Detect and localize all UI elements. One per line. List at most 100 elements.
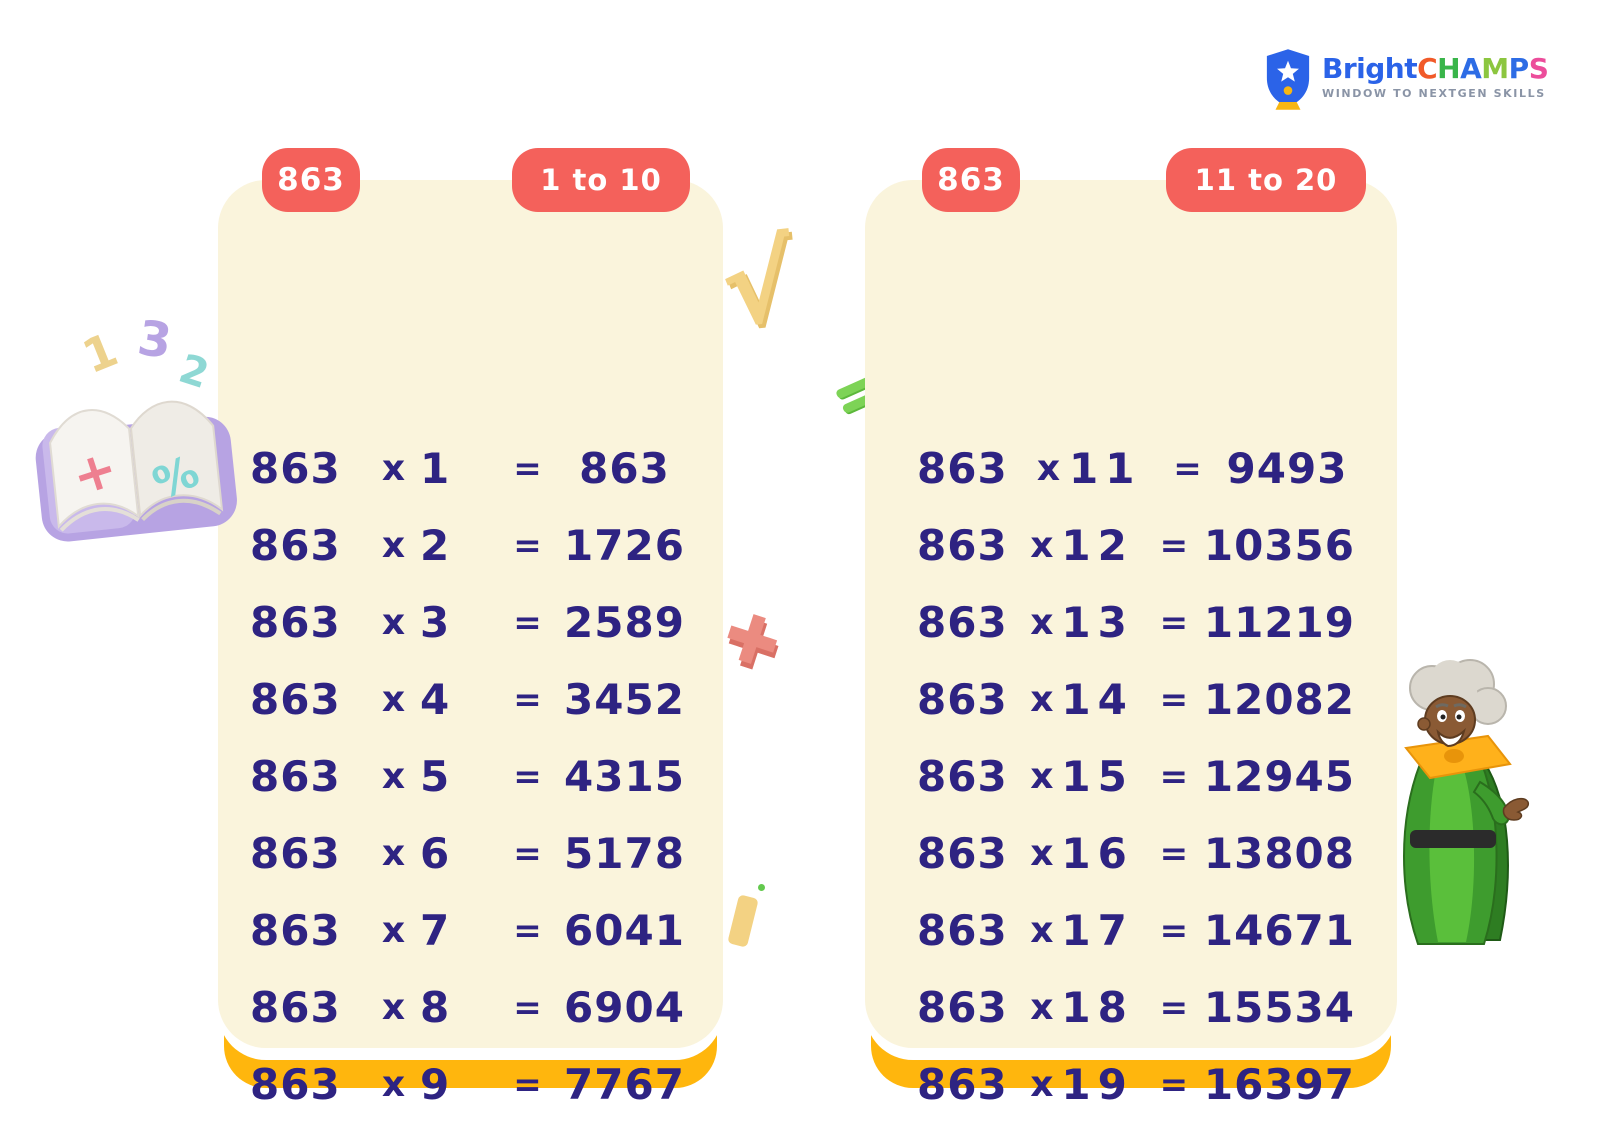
equals-sign: = bbox=[513, 448, 543, 489]
multiplicand: 863 bbox=[250, 829, 341, 878]
product: 14671 bbox=[1203, 906, 1355, 955]
product: 7767 bbox=[564, 1060, 685, 1109]
multiplicand: 863 bbox=[917, 983, 1008, 1032]
square-root-icon: √ bbox=[715, 219, 801, 352]
product: 12945 bbox=[1203, 752, 1355, 801]
multiplication-row: 863 x 12 = 10356 bbox=[917, 507, 1355, 584]
multiplier: 5 bbox=[420, 752, 457, 801]
floating-number-1-icon: 1 bbox=[75, 321, 125, 385]
green-dot-icon bbox=[758, 884, 765, 891]
times-sign: x bbox=[381, 602, 407, 643]
times-sign: x bbox=[381, 833, 407, 874]
equals-sign: = bbox=[1159, 833, 1190, 874]
equals-sign: = bbox=[513, 1064, 543, 1105]
multiplier: 3 bbox=[420, 598, 457, 647]
grandma-character bbox=[1403, 659, 1530, 945]
equals-sign: = bbox=[1159, 756, 1190, 797]
equals-sign: = bbox=[1159, 987, 1190, 1028]
multiplication-row: 863 x 18 = 15534 bbox=[917, 969, 1355, 1046]
multiplicand: 863 bbox=[917, 1060, 1008, 1109]
logo-tagline: WINDOW TO NEXTGEN SKILLS bbox=[1322, 87, 1546, 100]
yellow-shape-icon bbox=[727, 894, 759, 948]
multiplicand: 863 bbox=[917, 598, 1008, 647]
multiplicand: 863 bbox=[250, 906, 341, 955]
multiplication-row: 863 x 4 = 3452 bbox=[250, 661, 685, 738]
equals-sign: = bbox=[513, 679, 543, 720]
multiplicand: 863 bbox=[250, 752, 341, 801]
multiplication-row: 863 x 7 = 6041 bbox=[250, 892, 685, 969]
multiplicand: 863 bbox=[250, 444, 341, 493]
svg-text:+: + bbox=[65, 438, 125, 509]
times-sign: x bbox=[381, 756, 407, 797]
equals-sign: = bbox=[1159, 679, 1190, 720]
multiplication-row: 863 x 16 = 13808 bbox=[917, 815, 1355, 892]
multiplication-row: 863 x 2 = 1726 bbox=[250, 507, 685, 584]
times-sign: x bbox=[381, 448, 407, 489]
multiplier: 9 bbox=[420, 1060, 457, 1109]
times-sign: x bbox=[381, 679, 407, 720]
rows-11-20: 863 x 11 = 9493 863 x 12 = 10356 863 x 13 = 11219 863 x 1… bbox=[917, 430, 1355, 1126]
product: 3452 bbox=[564, 675, 685, 724]
multiply-cross-icon: ✚ bbox=[713, 595, 791, 686]
times-sign: x bbox=[381, 525, 407, 566]
multiplier: 8 bbox=[420, 983, 457, 1032]
multiplicand: 863 bbox=[917, 829, 1008, 878]
multiplication-row: 863 x 11 = 9493 bbox=[917, 430, 1355, 507]
multiplier: 2 bbox=[420, 521, 457, 570]
times-sign: x bbox=[381, 987, 407, 1028]
multiplication-row: 863 x 6 = 5178 bbox=[250, 815, 685, 892]
multiplicand: 863 bbox=[917, 752, 1008, 801]
multiplicand: 863 bbox=[917, 521, 1008, 570]
multiplier: 13 bbox=[1061, 598, 1134, 647]
range-badge: 1 to 10 bbox=[512, 148, 690, 212]
times-sign: x bbox=[381, 1064, 407, 1105]
equals-sign: = bbox=[513, 602, 543, 643]
product: 15534 bbox=[1203, 983, 1355, 1032]
multiplier: 6 bbox=[420, 829, 457, 878]
multiplicand: 863 bbox=[917, 675, 1008, 724]
logo-champs: CHAMPS bbox=[1417, 52, 1549, 85]
multiplication-row: 863 x 8 = 6904 bbox=[250, 969, 685, 1046]
equals-sign: = bbox=[1173, 448, 1203, 489]
multiplier: 17 bbox=[1061, 906, 1134, 955]
multiplication-row: 863 x 17 = 14671 bbox=[917, 892, 1355, 969]
equals-sign: = bbox=[1159, 525, 1190, 566]
multiplier: 4 bbox=[420, 675, 457, 724]
floating-number-3-icon: 3 bbox=[134, 309, 176, 371]
times-sign: x bbox=[1030, 833, 1055, 874]
times-sign: x bbox=[1030, 756, 1055, 797]
times-sign: x bbox=[1030, 1064, 1055, 1105]
equals-sign: = bbox=[513, 833, 543, 874]
multiplier: 15 bbox=[1061, 752, 1134, 801]
multiplication-row: 863 x 19 = 16397 bbox=[917, 1046, 1355, 1123]
times-sign: x bbox=[1036, 448, 1062, 489]
times-sign: x bbox=[1030, 987, 1055, 1028]
equals-sign: = bbox=[513, 756, 543, 797]
equals-sign: = bbox=[1159, 910, 1190, 951]
multiplier: 14 bbox=[1061, 675, 1134, 724]
multiplication-row: 863 x 14 = 12082 bbox=[917, 661, 1355, 738]
multiplier: 16 bbox=[1061, 829, 1134, 878]
product: 16397 bbox=[1203, 1060, 1355, 1109]
product: 13808 bbox=[1203, 829, 1355, 878]
product: 863 bbox=[579, 444, 670, 493]
svg-text:%: % bbox=[146, 446, 207, 511]
multiplier: 11 bbox=[1069, 444, 1142, 493]
product: 12082 bbox=[1203, 675, 1355, 724]
trophy-shield-icon bbox=[1266, 49, 1310, 110]
times-sign: x bbox=[1030, 910, 1055, 951]
equals-sign: = bbox=[513, 525, 543, 566]
multiplicand: 863 bbox=[917, 444, 1008, 493]
multiplication-row: 863 x 3 = 2589 bbox=[250, 584, 685, 661]
table-card-11-20: 863 x 11 = 9493 863 x 12 = 10356 863 x 13 = 11219 863 x 1… bbox=[865, 180, 1397, 1109]
number-badge: 863 bbox=[922, 148, 1020, 212]
multiplier: 19 bbox=[1061, 1060, 1134, 1109]
multiplication-row: 863 x 1 = 863 bbox=[250, 430, 685, 507]
multiplicand: 863 bbox=[250, 521, 341, 570]
brightchamps-logo: BrightCHAMPS WINDOW TO NEXTGEN SKILLS bbox=[1264, 48, 1549, 110]
multiplicand: 863 bbox=[250, 1060, 341, 1109]
multiplicand: 863 bbox=[250, 598, 341, 647]
multiplicand: 863 bbox=[917, 906, 1008, 955]
equals-sign: = bbox=[513, 910, 543, 951]
